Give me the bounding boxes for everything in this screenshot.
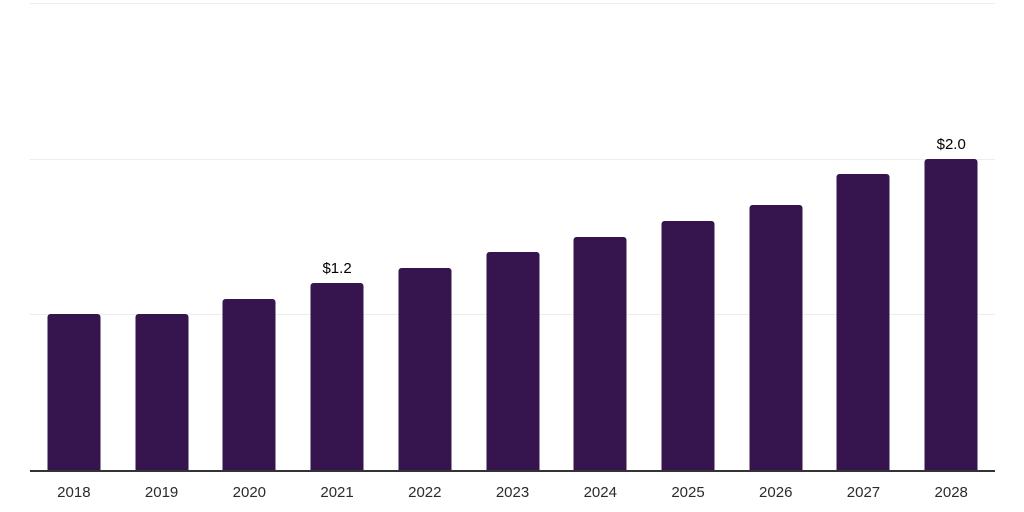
x-tick-label: 2026 — [759, 484, 793, 501]
x-axis-labels: 2018 2019 2020 2021 2022 2023 2024 2025 2026 2027… — [30, 484, 995, 502]
bar-slot — [30, 3, 118, 470]
x-tick-label: 2022 — [408, 484, 442, 501]
x-tick-label: 2021 — [320, 484, 354, 501]
bar-slot: $1.2 — [293, 3, 381, 470]
bar-slot — [118, 3, 206, 470]
bar-2025 — [661, 220, 715, 470]
bar-value-label: $2.0 — [936, 135, 966, 153]
bar-2022 — [398, 267, 452, 470]
x-tick-label: 2018 — [57, 484, 91, 501]
bar-slot — [556, 3, 644, 470]
bar-2021 — [310, 283, 364, 470]
x-tick-label: 2019 — [144, 484, 179, 501]
x-tick-label: 2023 — [495, 484, 530, 501]
x-tick-label: 2027 — [846, 484, 881, 501]
bar-2026 — [749, 205, 803, 470]
x-tick-label: 2020 — [232, 484, 267, 501]
x-tick-label: 2028 — [934, 484, 968, 501]
bar-value-label: $1.2 — [322, 260, 352, 278]
x-tick-label: 2024 — [583, 484, 617, 501]
gridline — [30, 158, 995, 160]
bar-2023 — [486, 252, 540, 470]
x-tick-label: 2025 — [671, 484, 705, 501]
bar-2019 — [135, 314, 189, 470]
bar-2027 — [836, 174, 890, 470]
bar-slot — [644, 3, 732, 470]
bar-slot — [820, 3, 908, 470]
bar-slot — [381, 3, 469, 470]
bar-slot: $2.0 — [907, 3, 995, 470]
plot-area: $1.2 $2.0 — [30, 3, 995, 472]
bar-series: $1.2 $2.0 — [30, 3, 995, 470]
bar-2028 — [924, 158, 978, 470]
bar-2024 — [573, 236, 627, 470]
bar-slot — [469, 3, 557, 470]
gridline — [30, 3, 995, 4]
bar-2018 — [47, 314, 101, 470]
bar-slot — [732, 3, 820, 470]
bar-slot — [205, 3, 293, 470]
bar-2020 — [222, 298, 276, 470]
